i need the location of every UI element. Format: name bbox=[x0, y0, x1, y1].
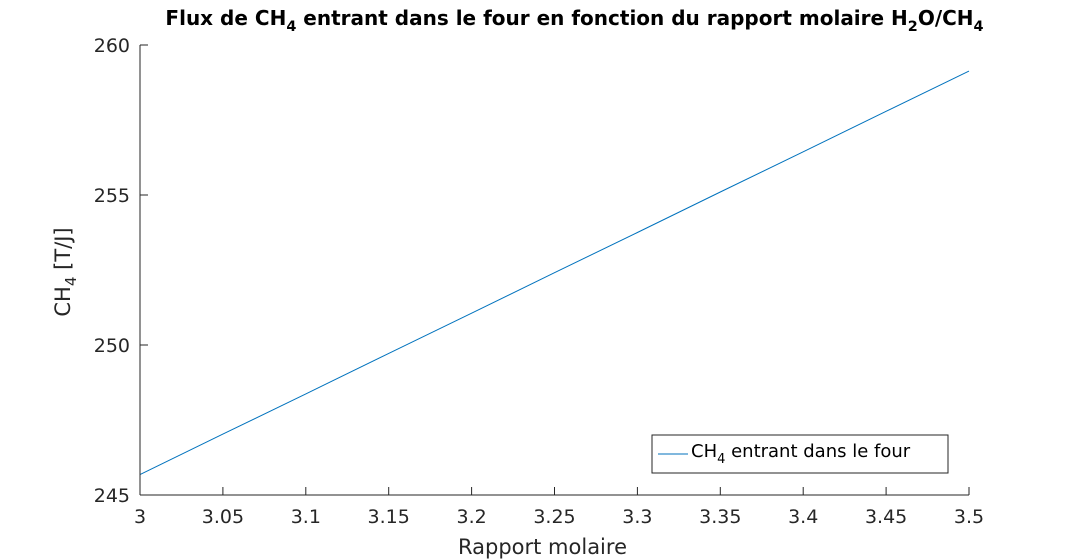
x-tick-label: 3.25 bbox=[533, 506, 575, 528]
x-axis-label: Rapport molaire bbox=[458, 535, 627, 559]
axes-background bbox=[140, 45, 969, 495]
legend-label: CH4 entrant dans le four bbox=[691, 441, 911, 467]
subscript: 4 bbox=[62, 277, 80, 287]
text-part: O/CH bbox=[918, 6, 974, 30]
y-tick-label: 245 bbox=[94, 485, 130, 507]
plot-lines bbox=[139, 70, 970, 476]
subscript: 4 bbox=[717, 452, 725, 467]
text-part: entrant dans le four en fonction du rapp… bbox=[296, 6, 907, 30]
y-axis-ticks: 245 250 255 260 bbox=[94, 35, 148, 507]
text-part: Flux de CH bbox=[165, 6, 286, 30]
subscript: 2 bbox=[908, 19, 918, 35]
x-tick-label: 3.15 bbox=[368, 506, 410, 528]
x-tick-label: 3.05 bbox=[202, 506, 244, 528]
x-tick-label: 3.45 bbox=[865, 506, 907, 528]
x-tick-label: 3.3 bbox=[622, 506, 652, 528]
text-part: [T/J] bbox=[51, 227, 75, 276]
x-tick-label: 3.5 bbox=[954, 506, 984, 528]
subscript: 4 bbox=[974, 19, 984, 35]
x-tick-label: 3.2 bbox=[456, 506, 486, 528]
y-tick-label: 255 bbox=[94, 185, 130, 207]
x-tick-label: 3.4 bbox=[788, 506, 818, 528]
series-line bbox=[139, 70, 970, 476]
y-tick-label: 260 bbox=[94, 35, 130, 57]
text-part: entrant dans le four bbox=[725, 441, 910, 462]
subscript: 4 bbox=[286, 19, 296, 35]
chart-title: Flux de CH4 entrant dans le four en fonc… bbox=[165, 6, 983, 35]
legend-box bbox=[651, 434, 949, 474]
x-tick-label: 3.1 bbox=[291, 506, 321, 528]
x-tick-label: 3 bbox=[134, 506, 146, 528]
legend: CH4 entrant dans le four bbox=[651, 434, 949, 474]
y-tick-label: 250 bbox=[94, 335, 130, 357]
x-tick-label: 3.35 bbox=[699, 506, 741, 528]
text-part: CH bbox=[691, 441, 717, 462]
x-axis-ticks: 3 3.05 3.1 3.15 3.2 3.25 3.3 3.35 3.4 3.45 3.5 bbox=[134, 487, 984, 528]
y-axis-label: CH4 [T/J] bbox=[51, 227, 80, 316]
text-part: CH bbox=[51, 286, 75, 316]
